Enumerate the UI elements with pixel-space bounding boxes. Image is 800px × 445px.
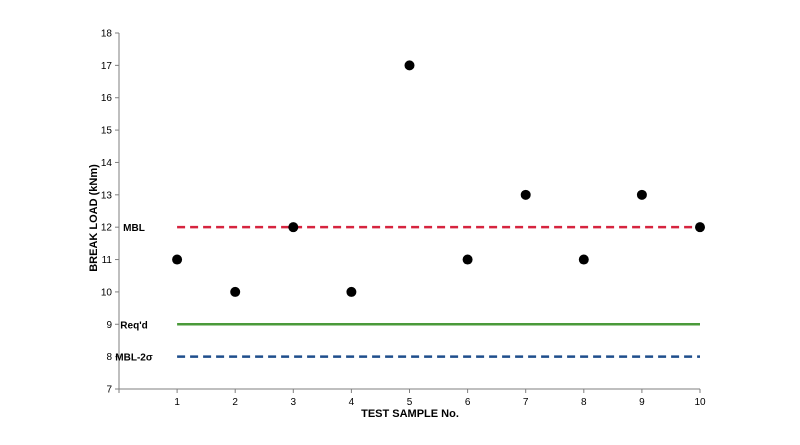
y-tick-label: 18 [101, 29, 113, 40]
x-tick-label: 5 [407, 397, 413, 408]
x-tick-label: 2 [232, 397, 238, 408]
data-point [578, 254, 589, 265]
data-point [346, 286, 357, 297]
y-tick-label: 9 [106, 320, 112, 331]
reference-lines: MBL Req'd MBL-2σ [115, 223, 700, 364]
y-axis-title: BREAK LOAD (kNm) [88, 164, 100, 272]
data-point [520, 189, 531, 200]
y-tick-label: 13 [101, 190, 113, 201]
x-tick-label: 7 [523, 397, 529, 408]
y-tick-label: 17 [101, 61, 113, 72]
data-point [230, 286, 241, 297]
data-point [288, 222, 299, 233]
data-points [172, 60, 705, 297]
y-tick-label: 10 [101, 287, 113, 298]
y-tick-label: 16 [101, 93, 113, 104]
x-tick-label: 3 [291, 397, 297, 408]
data-point [462, 254, 473, 265]
x-tick-label: 6 [465, 397, 471, 408]
y-tick-label: 12 [101, 223, 113, 234]
data-point [636, 189, 647, 200]
y-tick-label: 11 [102, 255, 113, 266]
reference-line-label-0: MBL [123, 223, 145, 234]
x-tick-label: 10 [694, 397, 706, 408]
data-point [172, 254, 183, 265]
x-tick-label: 9 [639, 397, 645, 408]
data-point [404, 60, 415, 71]
x-axis-title: TEST SAMPLE No. [361, 408, 459, 420]
reference-line-label-2: MBL-2σ [115, 353, 153, 364]
y-tick-label: 7 [106, 385, 112, 396]
y-tick-label: 14 [101, 158, 113, 169]
y-tick-label: 15 [101, 126, 113, 137]
x-tick-label: 1 [174, 397, 180, 408]
y-tick-label: 8 [106, 352, 112, 363]
data-point [695, 222, 705, 233]
reference-line-label-1: Req'd [120, 320, 147, 331]
x-tick-label: 8 [581, 397, 587, 408]
x-tick-label: 4 [349, 397, 355, 408]
